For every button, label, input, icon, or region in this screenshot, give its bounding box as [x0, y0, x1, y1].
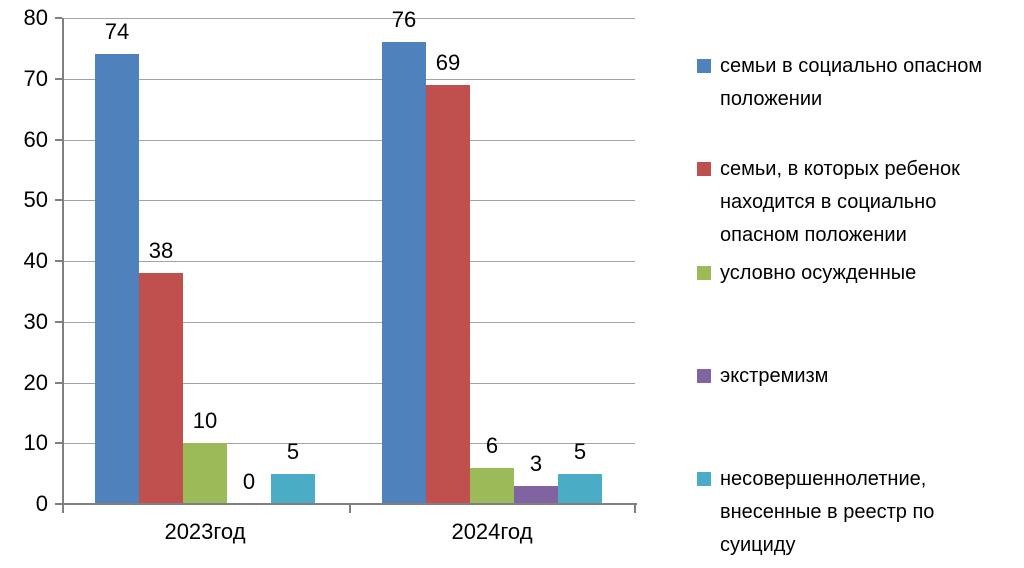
y-tick-label: 40 — [23, 248, 48, 273]
legend-label-line: условно осужденные — [720, 262, 917, 284]
y-tick-label: 60 — [23, 126, 48, 152]
y-axis-tick — [55, 320, 62, 323]
legend: семьи в социально опасном положении семьи,… — [697, 0, 1024, 568]
bar — [426, 85, 470, 504]
legend-item: семьи в социально опасном положении — [697, 50, 1024, 116]
legend-label-line: положении — [720, 88, 823, 110]
bar-value-label: 6 — [485, 433, 499, 458]
category-label: 2023год — [164, 519, 246, 544]
legend-label-line: внесенные в реестр по — [720, 501, 935, 523]
bar — [95, 54, 139, 504]
y-axis-line — [62, 18, 64, 513]
legend-swatch — [697, 266, 711, 280]
gridline — [62, 382, 635, 384]
y-tick-label: 30 — [23, 308, 48, 334]
x-axis-tick — [349, 504, 351, 513]
bar-value-label: 74 — [104, 19, 130, 44]
legend-label-line: суициду — [720, 534, 796, 556]
y-axis-tick — [55, 442, 62, 445]
gridline — [62, 321, 635, 323]
legend-label-line: семьи в социально опасном — [720, 55, 983, 77]
gridline — [62, 78, 635, 80]
y-tick-label: 70 — [23, 65, 48, 91]
y-axis-tick — [55, 77, 62, 80]
y-tick-label: 50 — [23, 187, 48, 213]
gridline — [62, 443, 635, 445]
x-axis-tick — [62, 504, 64, 513]
bar-value-label: 5 — [573, 439, 587, 464]
legend-label-line: несовершеннолетние, — [720, 468, 927, 490]
bar — [558, 474, 602, 504]
legend-label-line: находится в социально — [720, 191, 937, 213]
bar — [514, 486, 558, 504]
y-tick-label: 80 — [23, 5, 48, 30]
bar-value-label: 0 — [242, 469, 256, 494]
y-axis-tick — [55, 381, 62, 384]
bar — [470, 468, 514, 504]
legend-swatch — [697, 59, 711, 73]
x-axis-tick — [634, 504, 636, 513]
legend-label-line: экстремизм — [720, 365, 829, 387]
gridline — [62, 261, 635, 262]
bar-value-label: 69 — [435, 50, 461, 75]
y-tick-label: 20 — [23, 369, 48, 395]
legend-label: экстремизм — [720, 360, 1024, 393]
y-axis-tick — [55, 260, 62, 262]
bar-value-label: 5 — [286, 439, 300, 464]
bar — [382, 42, 426, 504]
bar — [139, 273, 183, 504]
y-axis-tick — [55, 17, 62, 19]
legend-swatch — [697, 472, 711, 486]
legend-label: несовершеннолетние, внесенные в реестр по… — [720, 463, 1024, 562]
y-tick-label: 0 — [35, 491, 48, 516]
y-tick-label: 10 — [23, 430, 48, 456]
bar-value-label: 3 — [529, 451, 543, 476]
category-label: 2024год — [451, 519, 533, 544]
plot-area: 74 38 10 0 5 76 69 6 3 5 — [62, 7, 635, 504]
legend-label-line: семьи, в которых ребенок — [720, 158, 960, 180]
legend-item: условно осужденные — [697, 257, 1024, 290]
legend-swatch — [697, 162, 711, 176]
legend-item: семьи, в которых ребенок находится в соци… — [697, 153, 1024, 252]
legend-label: семьи, в которых ребенок находится в соци… — [720, 153, 1024, 252]
y-axis-tick — [55, 138, 62, 141]
gridline — [62, 139, 635, 141]
gridline — [62, 18, 635, 19]
bar-value-label: 38 — [148, 238, 174, 263]
gridline — [62, 200, 635, 202]
bar — [183, 443, 227, 504]
legend-label-line: опасном положении — [720, 224, 907, 246]
legend-swatch — [697, 369, 711, 383]
bar — [271, 474, 315, 504]
legend-label: условно осужденные — [720, 257, 1024, 290]
bar-value-label: 76 — [391, 7, 417, 32]
legend-item: экстремизм — [697, 360, 1024, 393]
y-axis-tick — [55, 503, 62, 505]
legend-item: несовершеннолетние, внесенные в реестр по… — [697, 463, 1024, 562]
y-axis-tick — [55, 199, 62, 202]
legend-label: семьи в социально опасном положении — [720, 50, 1024, 116]
bar-value-label: 10 — [192, 408, 218, 433]
